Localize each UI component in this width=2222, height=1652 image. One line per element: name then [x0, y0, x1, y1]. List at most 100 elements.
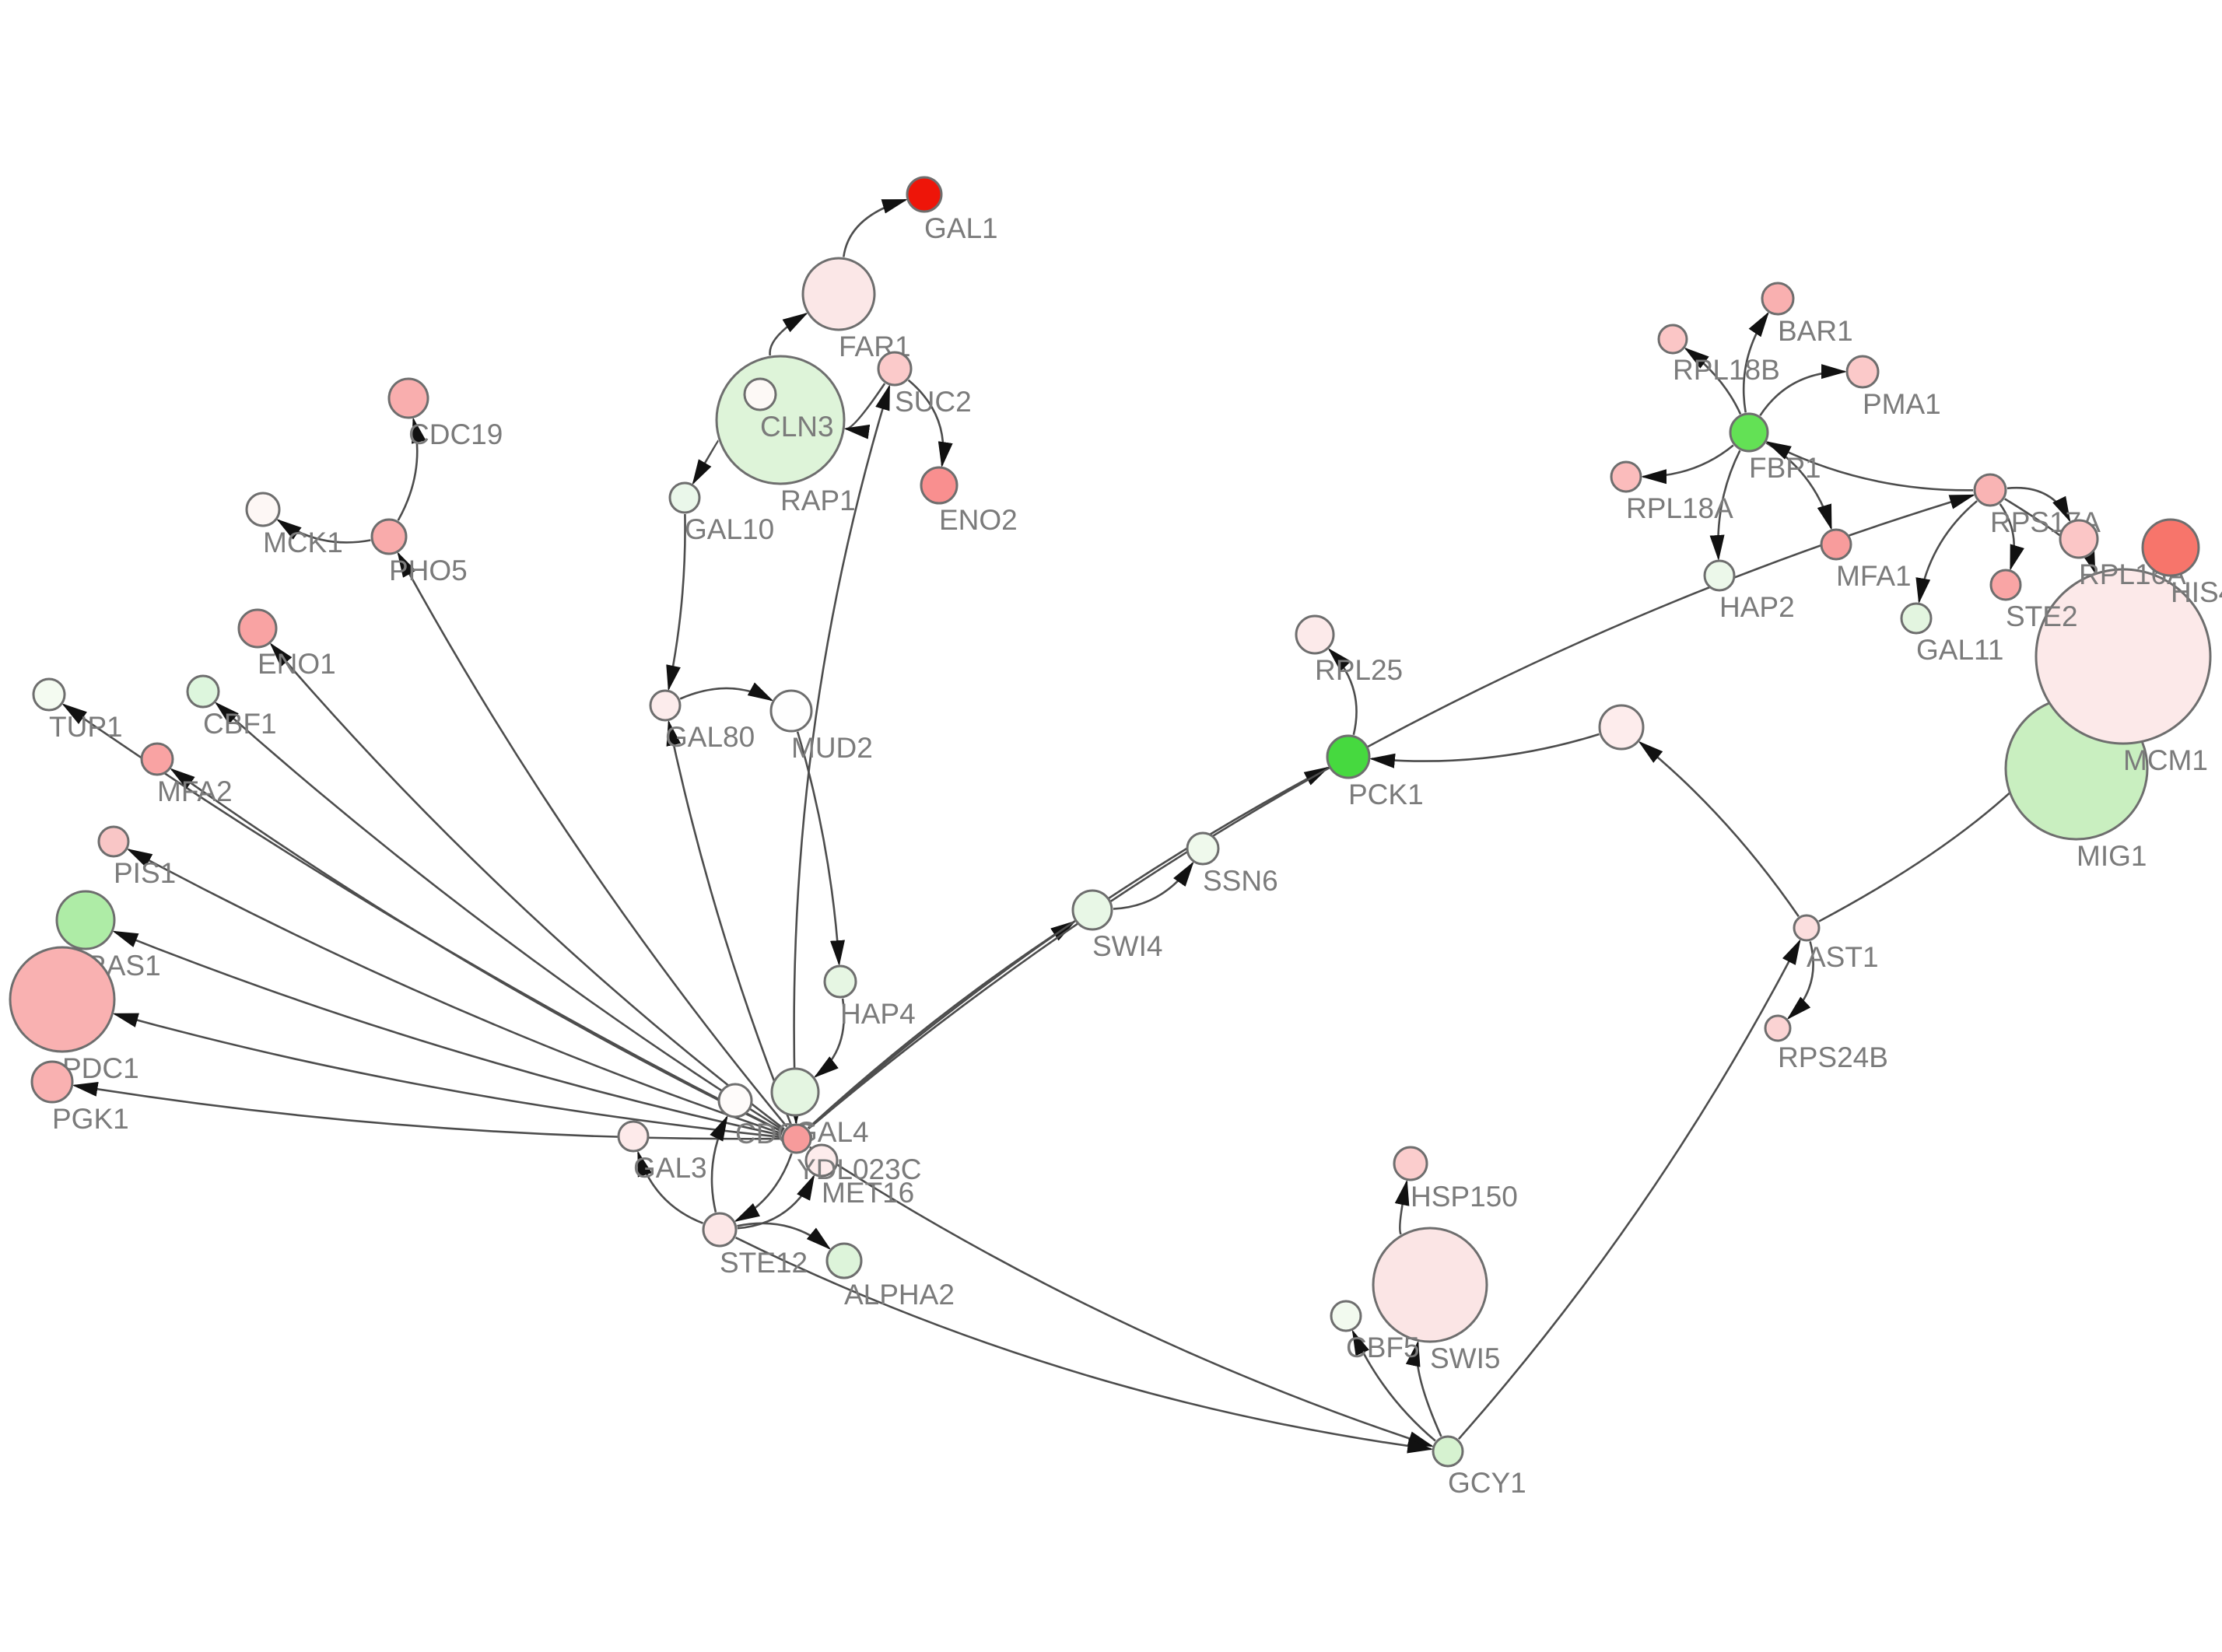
node-GAL3[interactable]	[617, 1120, 650, 1153]
edge-YDL023C-PGK1[interactable]	[72, 1081, 782, 1140]
edge-YDL023C-MFA2[interactable]	[170, 768, 783, 1133]
node-AST1[interactable]	[1793, 914, 1821, 942]
node-PIS1[interactable]	[97, 825, 130, 858]
node-HAP2[interactable]	[1703, 559, 1736, 592]
node-GAL4[interactable]	[770, 1067, 820, 1117]
node-ALPHA2[interactable]	[825, 1242, 863, 1279]
edge-GCY1-SWI5[interactable]	[1405, 1340, 1442, 1437]
node-SWI4[interactable]	[1071, 889, 1113, 931]
node-CBF5[interactable]	[1330, 1300, 1362, 1332]
node-GCY1[interactable]	[1432, 1435, 1464, 1468]
edge-YDL023C-PDC1[interactable]	[112, 1013, 782, 1139]
node-RPS24B[interactable]	[1764, 1014, 1792, 1042]
edge-FBP1-HAP2[interactable]	[1709, 450, 1741, 561]
edge-PCK1-RPL25[interactable]	[1327, 648, 1358, 736]
edge-RPS17A-RPL16A[interactable]	[2006, 486, 2071, 523]
node-RPL18A[interactable]	[1610, 460, 1642, 493]
node-CDC19[interactable]	[387, 377, 429, 419]
node-MFA1[interactable]	[1820, 528, 1852, 561]
edge-GAL80-MUD2[interactable]	[679, 682, 774, 702]
edge-YDL023C-CBF1[interactable]	[214, 702, 784, 1132]
edge-YDL023C-TUP1[interactable]	[61, 703, 783, 1133]
edge-STE12-GAL3[interactable]	[637, 1150, 703, 1224]
edge-YDL023C-RPS17A[interactable]	[808, 494, 1975, 1130]
edge-YDL023C-STE12[interactable]	[734, 1153, 793, 1223]
edge-node53-PCK1[interactable]	[1369, 733, 1600, 768]
edge-YDL023C-PCK1[interactable]	[808, 766, 1330, 1129]
edge-HAP4-GAL4[interactable]	[813, 998, 846, 1078]
node-RPL16A[interactable]	[2059, 519, 2099, 559]
edge-MUD2-HAP4[interactable]	[796, 731, 845, 967]
node-BAR1[interactable]	[1761, 282, 1795, 316]
node-GAL80[interactable]	[649, 689, 682, 722]
edge-RAP1-GAL10[interactable]	[692, 439, 720, 485]
node-FAR1[interactable]	[801, 257, 876, 331]
node-RPL18B[interactable]	[1657, 324, 1688, 355]
edge-SWI5-HSP150[interactable]	[1394, 1179, 1410, 1235]
edge-GAL10-GAL80[interactable]	[666, 513, 686, 691]
edge-FBP1-PMA1[interactable]	[1759, 364, 1847, 417]
edge-AST1-RPS24B[interactable]	[1786, 941, 1814, 1020]
edge-RAP1-FAR1[interactable]	[769, 312, 808, 356]
edge-SUC2-ENO2[interactable]	[907, 379, 953, 468]
node-HAP4[interactable]	[823, 964, 857, 999]
node-RPS17A[interactable]	[1973, 473, 2007, 507]
edge-YDL023C-PHO5[interactable]	[397, 551, 788, 1128]
node-STE12[interactable]	[702, 1212, 738, 1248]
node-TUP1[interactable]	[32, 677, 66, 712]
edge-STE12-MET16[interactable]	[737, 1174, 815, 1230]
node-SUC2[interactable]	[877, 351, 913, 387]
edge-PHO5-MCK1[interactable]	[276, 519, 371, 544]
edge-SUC2-RAP1[interactable]	[843, 383, 886, 439]
node-SWI5[interactable]	[1372, 1227, 1488, 1343]
node-CBF1[interactable]	[186, 674, 220, 709]
edge-GCY1-CBF5[interactable]	[1351, 1329, 1436, 1442]
edge-SWI4-SSN6[interactable]	[1113, 861, 1194, 910]
node-STE2[interactable]	[1989, 569, 2022, 601]
node-MCM1[interactable]	[2034, 568, 2212, 745]
edge-YDL023C-RAS1[interactable]	[112, 930, 782, 1136]
node-HIS4[interactable]	[2141, 518, 2200, 577]
node-HSP150[interactable]	[1393, 1146, 1428, 1181]
node-GAL11[interactable]	[1900, 602, 1933, 635]
edge-STE12-CDC6[interactable]	[710, 1115, 728, 1213]
node-ENO2[interactable]	[920, 466, 959, 505]
edge-FBP1-RPL18A[interactable]	[1641, 444, 1734, 485]
edge-STE12-ALPHA2[interactable]	[737, 1222, 832, 1250]
node-MCK1[interactable]	[245, 492, 281, 527]
edge-STE12-GCY1[interactable]	[735, 1237, 1434, 1454]
node-MFA2[interactable]	[140, 742, 174, 776]
edge-RPS17A-FBP1[interactable]	[1765, 441, 1974, 492]
edge-FAR1-GAL1[interactable]	[843, 198, 908, 257]
node-PHO5[interactable]	[370, 518, 408, 555]
edge-YDL023C-ENO1[interactable]	[269, 642, 785, 1130]
edge-FBP1-BAR1[interactable]	[1742, 311, 1769, 413]
node-SSN6[interactable]	[1186, 831, 1220, 866]
node-PMA1[interactable]	[1845, 355, 1880, 389]
edge-RPS17A-STE2[interactable]	[1999, 503, 2024, 571]
node-MET16[interactable]	[804, 1143, 839, 1178]
edge-FBP1-RPL18B[interactable]	[1684, 347, 1742, 415]
node-PGK1[interactable]	[30, 1060, 74, 1104]
node-CLN3[interactable]	[743, 377, 777, 411]
node-node53[interactable]	[1598, 704, 1645, 751]
node-FBP1[interactable]	[1729, 412, 1769, 453]
edge-PHO5-CDC19[interactable]	[397, 417, 426, 521]
node-YDL023C[interactable]	[781, 1123, 812, 1154]
node-MUD2[interactable]	[769, 689, 813, 733]
edge-YDL023C-GAL80[interactable]	[666, 719, 792, 1125]
node-CDC6[interactable]	[717, 1083, 753, 1118]
node-RAS1[interactable]	[55, 890, 116, 950]
node-PDC1[interactable]	[9, 946, 116, 1053]
edge-RPS17A-GAL11[interactable]	[1915, 500, 1978, 604]
edge-AST1-node53[interactable]	[1638, 740, 1800, 917]
edge-YDL023C-PIS1[interactable]	[126, 848, 783, 1135]
edge-YDL023C-GCY1[interactable]	[809, 1146, 1434, 1447]
node-RPL25[interactable]	[1295, 614, 1335, 655]
edge-GCY1-AST1[interactable]	[1457, 939, 1801, 1440]
node-GAL10[interactable]	[668, 481, 701, 514]
edge-YDL023C-SUC2[interactable]	[793, 384, 891, 1124]
node-GAL1[interactable]	[906, 176, 943, 213]
node-ENO1[interactable]	[237, 608, 278, 649]
